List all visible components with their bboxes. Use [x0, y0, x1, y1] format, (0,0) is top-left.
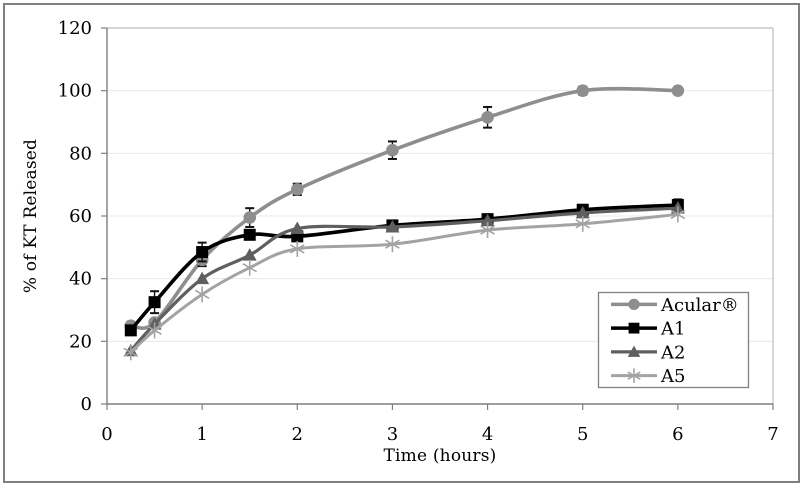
y-tick-label: 20 [69, 331, 92, 352]
y-tick-label: 60 [69, 206, 92, 227]
legend-box [597, 291, 750, 389]
y-tick-label: 100 [58, 81, 92, 102]
marker-asterisk [575, 219, 591, 229]
series-line-a5 [129, 212, 680, 354]
marker-asterisk [194, 289, 210, 300]
x-tick-label: 4 [482, 424, 493, 445]
marker-triangle [575, 205, 590, 219]
x-tick-label: 2 [292, 424, 303, 445]
x-tick-label: 7 [767, 424, 778, 445]
y-tick-label: 120 [58, 18, 92, 39]
marker-square [196, 246, 209, 259]
series-line-acular [128, 86, 680, 331]
y-tick-label: 80 [69, 143, 92, 164]
legend-item-a5: A5 [611, 366, 685, 387]
marker-square [148, 296, 161, 309]
marker-asterisk [385, 239, 400, 249]
legend-item-a2: A2 [611, 342, 685, 363]
marker-asterisk [289, 244, 305, 254]
marker-triangle [242, 248, 257, 261]
series-line-a2 [129, 206, 680, 353]
legend-label: A1 [660, 319, 685, 340]
series-a5 [123, 206, 686, 361]
y-axis-title: % of KT Released [21, 138, 41, 294]
marker-square [243, 228, 256, 241]
marker-triangle [385, 219, 400, 233]
x-tick-label: 5 [577, 424, 588, 445]
legend-item-a1: A1 [611, 319, 685, 340]
legend-item-acular: Acular® [611, 295, 739, 316]
marker-asterisk [480, 225, 495, 235]
marker-asterisk [147, 325, 162, 336]
y-tick-label: 40 [69, 269, 92, 290]
marker-circle [481, 111, 494, 124]
marker-triangle [480, 213, 495, 227]
marker-asterisk [627, 371, 641, 380]
marker-circle [671, 84, 685, 97]
x-axis-title: Time (hours) [383, 446, 497, 466]
x-tick-label: 6 [672, 424, 683, 445]
x-tick-label: 3 [387, 424, 398, 445]
marker-asterisk [242, 263, 258, 273]
marker-circle [243, 211, 257, 224]
legend-label: Acular® [660, 295, 739, 316]
series-a2 [123, 201, 685, 357]
x-tick-label: 1 [196, 424, 207, 445]
marker-square [628, 322, 640, 334]
series-line-a1 [128, 203, 680, 333]
y-tick-label: 0 [81, 394, 92, 415]
marker-circle [576, 84, 590, 97]
legend-label: A2 [660, 342, 685, 363]
marker-triangle [195, 271, 210, 285]
marker-asterisk [670, 209, 686, 220]
legend-label: A5 [660, 366, 685, 387]
x-tick-label: 0 [101, 424, 112, 445]
marker-asterisk [123, 347, 139, 357]
marker-circle [386, 143, 399, 157]
marker-triangle [290, 221, 305, 235]
marker-square [124, 324, 137, 337]
marker-circle [628, 298, 640, 311]
marker-triangle [627, 345, 641, 357]
marker-circle [290, 183, 304, 196]
